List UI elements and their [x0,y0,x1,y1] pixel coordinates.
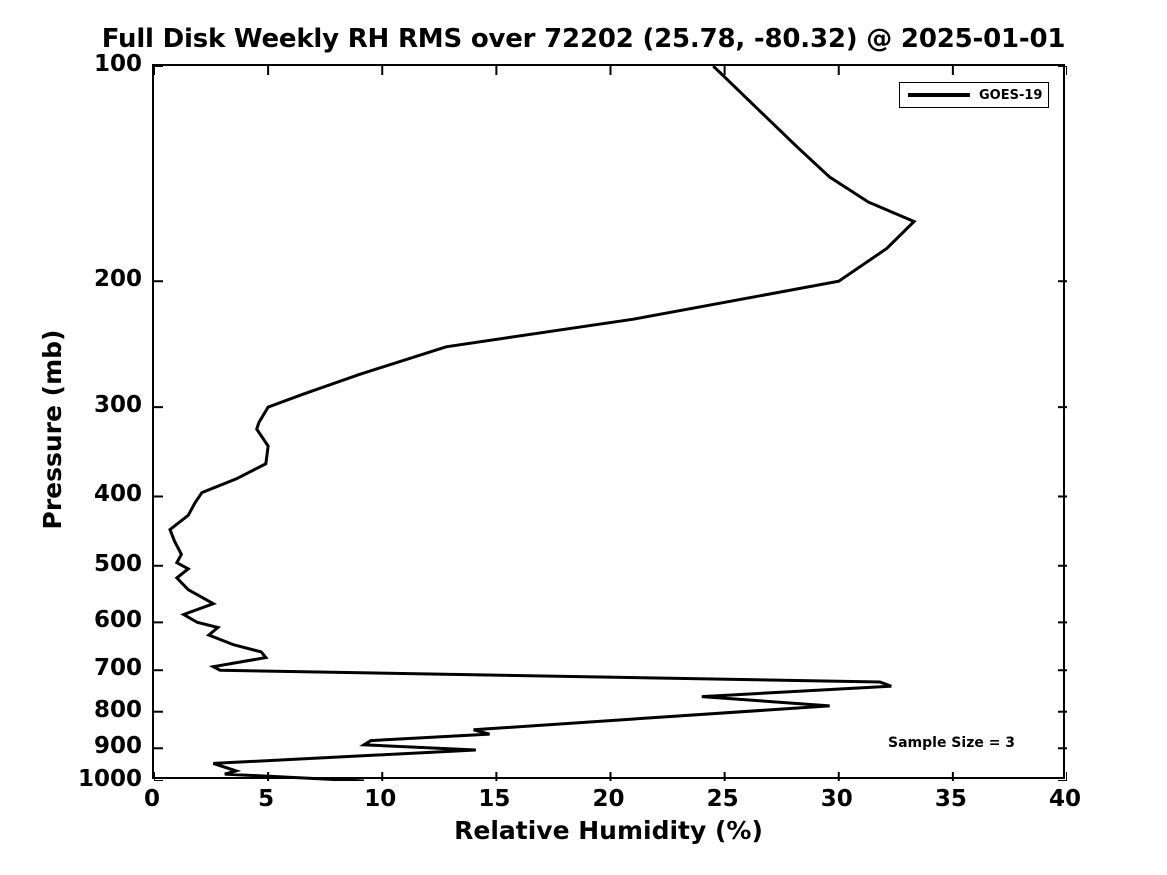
y-tick-label: 300 [93,392,142,419]
x-tick-label: 5 [258,786,275,812]
x-tick-label: 30 [820,786,853,812]
y-tick-label: 600 [93,607,142,634]
x-tick-label: 10 [364,786,397,812]
series-line [168,66,917,781]
plot-svg [154,66,1067,781]
sample-size-annotation: Sample Size = 3 [888,735,1016,751]
y-tick-label: 400 [93,481,142,508]
y-tick-label: 900 [93,733,142,760]
plot-area [152,64,1067,781]
x-tick-label: 15 [478,786,511,812]
y-tick-label: 700 [93,655,142,682]
legend: GOES-19 [899,82,1049,108]
x-tick-label: 40 [1048,786,1082,812]
y-tick-label: 800 [93,696,142,723]
page-title: Full Disk Weekly RH RMS over 72202 (25.7… [101,24,1066,54]
x-tick-label: 35 [934,786,967,812]
legend-line-swatch [908,93,970,97]
y-axis-ticks [154,66,1067,781]
legend-item-label: GOES-19 [979,87,1043,103]
x-axis-tick-labels: 0 5 10 15 20 25 30 35 40 [144,786,1081,816]
y-tick-label: 100 [93,51,142,77]
y-tick-label: 500 [93,550,142,577]
y-axis-label: Pressure (mb) [38,329,67,530]
x-tick-label: 20 [592,786,625,812]
y-tick-label: 1000 [77,766,142,792]
x-axis-ticks [154,66,1067,781]
y-axis-tick-labels: 100 200 300 400 500 600 700 800 900 1000 [0,51,142,792]
x-tick-label: 0 [143,786,161,812]
y-tick-label: 200 [93,266,142,293]
x-tick-label: 25 [706,786,739,812]
x-axis-label: Relative Humidity (%) [454,816,763,845]
data-series-group [168,66,917,781]
